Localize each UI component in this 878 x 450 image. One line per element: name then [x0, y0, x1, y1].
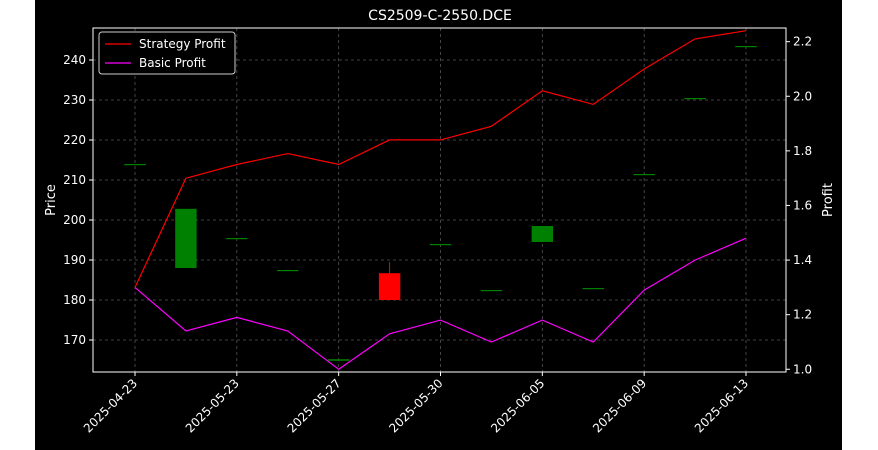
candle [277, 270, 299, 272]
candle [735, 46, 757, 48]
candle [429, 244, 452, 246]
x-tick-label: 2025-06-09 [590, 376, 649, 435]
grid [93, 28, 786, 372]
x-axis: 2025-04-23 2025-05-23 2025-05-27 2025-05-30… [81, 372, 751, 435]
chart-title: CS2509-C-2550.DCE [368, 8, 512, 24]
left-tick-label: 170 [63, 333, 86, 347]
left-tick-label: 210 [63, 173, 86, 187]
right-tick-label: 1.8 [793, 144, 812, 158]
right-tick-label: 2.2 [793, 35, 812, 49]
right-axis: 1.0 1.2 1.4 1.6 1.8 2.0 2.2 [786, 35, 812, 376]
right-axis-label: Profit [821, 183, 836, 217]
candle [480, 290, 503, 292]
strategy-profit-line [134, 30, 747, 288]
candle [124, 164, 146, 166]
x-tick-label: 2025-04-23 [81, 376, 140, 435]
left-tick-label: 240 [63, 53, 86, 67]
legend-box [98, 31, 236, 75]
legend-strategy-label: Strategy Profit [139, 37, 226, 51]
right-tick-label: 2.0 [793, 89, 812, 103]
left-axis: 170 180 190 200 210 220 230 240 [63, 53, 93, 347]
x-tick-label: 2025-05-27 [285, 376, 344, 435]
candle [226, 238, 248, 240]
figure-background: CS2509-C-2550.DCE 170 180 190 200 210 220 230 2… [35, 0, 842, 450]
profit-lines [134, 30, 747, 371]
left-tick-label: 180 [63, 293, 86, 307]
candle [531, 226, 554, 242]
right-tick-label: 1.0 [793, 362, 812, 376]
candle [633, 174, 655, 176]
left-axis-label: Price [44, 184, 59, 216]
candles [124, 46, 757, 361]
basic-profit-line [134, 237, 747, 371]
candle [684, 98, 706, 100]
x-tick-label: 2025-05-23 [183, 376, 242, 435]
legend: Strategy Profit Basic Profit [98, 31, 236, 75]
left-tick-label: 200 [63, 213, 86, 227]
right-tick-label: 1.2 [793, 308, 812, 322]
candle [327, 359, 350, 361]
left-tick-label: 230 [63, 93, 86, 107]
right-tick-label: 1.6 [793, 198, 812, 212]
candle [378, 273, 401, 300]
x-tick-label: 2025-06-13 [692, 376, 751, 435]
left-tick-label: 190 [63, 253, 86, 267]
candlestick-profit-chart: CS2509-C-2550.DCE 170 180 190 200 210 220 230 2… [44, 8, 836, 435]
candle [582, 288, 604, 290]
left-tick-label: 220 [63, 133, 86, 147]
plot-frame [92, 27, 787, 373]
right-tick-label: 1.4 [793, 253, 812, 267]
legend-basic-label: Basic Profit [139, 56, 206, 70]
x-tick-label: 2025-06-05 [488, 376, 547, 435]
candle [175, 208, 197, 268]
x-tick-label: 2025-05-30 [386, 376, 445, 435]
